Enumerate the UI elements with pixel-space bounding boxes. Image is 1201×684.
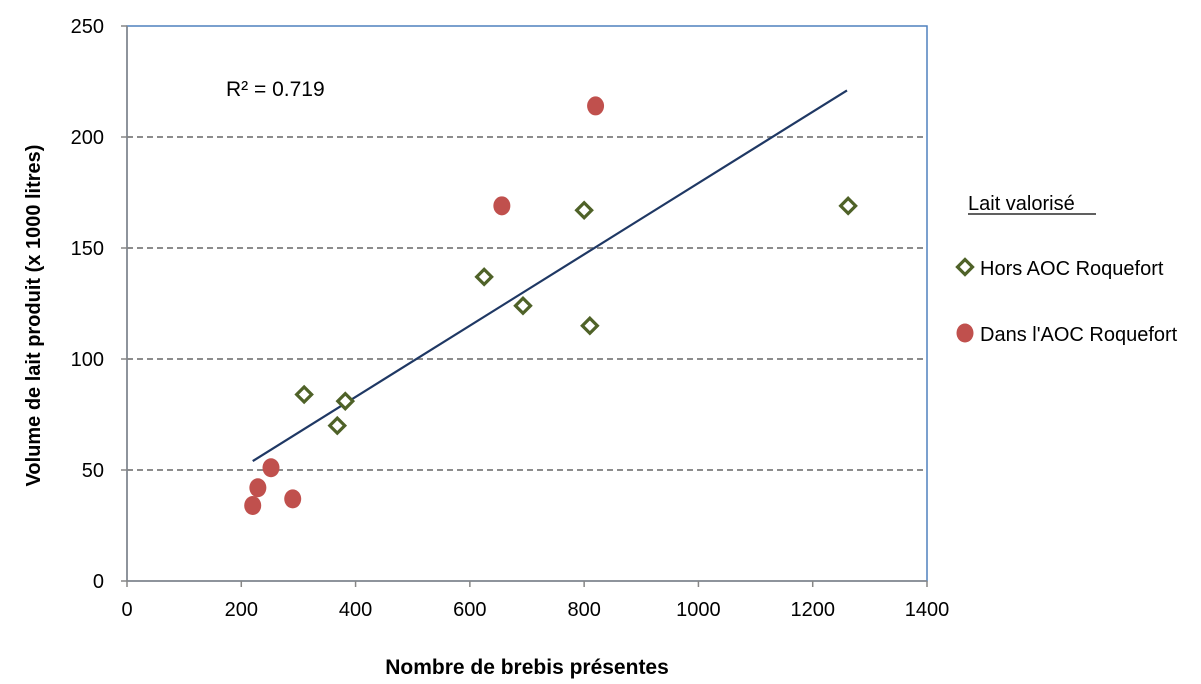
data-point-hors-aoc — [294, 384, 314, 405]
data-point-dans-aoc — [587, 96, 605, 116]
y-axis-title: Volume de lait produit (x 1000 litres) — [23, 145, 45, 487]
data-point-hors-aoc — [580, 315, 600, 336]
axes — [121, 25, 928, 587]
x-tick-label: 1400 — [905, 599, 950, 621]
legend-item: Dans l'AOC Roquefort — [956, 323, 1178, 346]
y-tick-label: 50 — [82, 460, 104, 482]
x-tick-label: 1200 — [790, 599, 835, 621]
legend-item: Hors AOC Roquefort — [955, 257, 1164, 280]
tick-labels: 0 200 400 600 800 1000 1200 1400 0 50 100 150 200 250 — [71, 16, 950, 621]
x-tick-label: 1000 — [676, 599, 721, 621]
data-point-dans-aoc — [262, 458, 280, 478]
x-axis-title: Nombre de brebis présentes — [385, 656, 669, 679]
legend-diamond-marker — [955, 257, 975, 277]
data-point-dans-aoc — [249, 478, 267, 498]
y-tick-label: 150 — [71, 238, 104, 260]
data-point-dans-aoc — [493, 196, 511, 216]
data-point-hors-aoc — [838, 196, 858, 216]
legend-circle-marker — [956, 323, 974, 343]
legend-label: Hors AOC Roquefort — [980, 258, 1164, 280]
x-tick-label: 800 — [567, 599, 600, 621]
y-tick-label: 0 — [93, 571, 104, 593]
y-tick-label: 100 — [71, 349, 104, 371]
x-tick-label: 200 — [225, 599, 258, 621]
y-tick-label: 200 — [71, 127, 104, 149]
y-tick-label: 250 — [71, 16, 104, 38]
x-tick-label: 600 — [453, 599, 486, 621]
data-point-hors-aoc — [474, 267, 494, 287]
legend-label: Dans l'AOC Roquefort — [980, 324, 1178, 346]
data-point-dans-aoc — [284, 489, 302, 509]
data-point-hors-aoc — [513, 295, 533, 316]
gridlines — [127, 136, 927, 471]
legend: Lait valorisé Hors AOC Roquefort Dans l'A… — [955, 193, 1178, 346]
r-squared-annotation: R² = 0.719 — [226, 78, 325, 101]
x-tick-label: 400 — [339, 599, 372, 621]
legend-title: Lait valorisé — [968, 193, 1075, 215]
data-point-dans-aoc — [244, 496, 262, 516]
data-point-hors-aoc — [574, 200, 594, 221]
x-tick-label: 0 — [121, 599, 132, 621]
data-point-hors-aoc — [327, 415, 348, 436]
data-points — [244, 96, 858, 516]
data-point-hors-aoc — [335, 391, 356, 411]
